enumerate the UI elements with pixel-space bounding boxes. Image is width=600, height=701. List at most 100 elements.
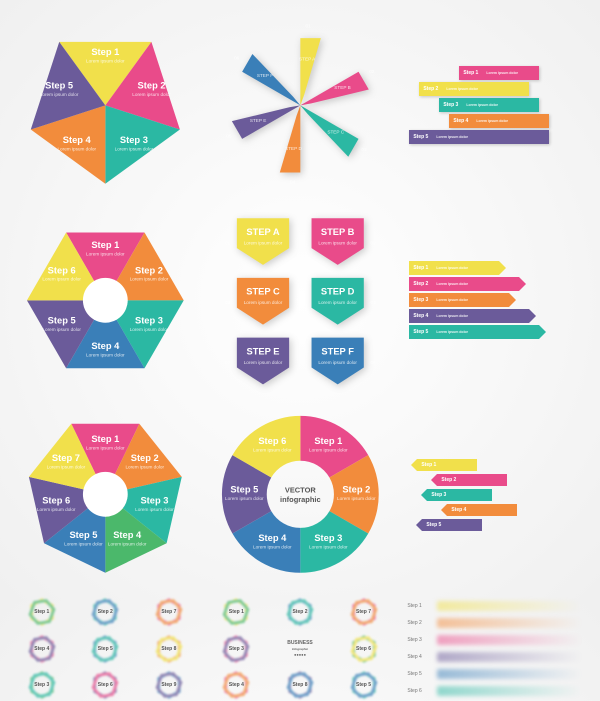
pentagon-chart: Step 1Lorem ipsum dolorStep 2Lorem ipsum… [12,12,199,199]
donut-label: Step 4 [258,533,287,543]
svg-text:01: 01 [305,23,311,28]
ribbon-bar: Step 2 [437,474,507,486]
down-arrows-chart: STEP ALorem ipsum dolor01STEP BLorem ips… [207,207,394,394]
bar-label: Step 2 [419,86,442,92]
watercolor-hex-grid: Step 1Step 2Step 7Step 4Step 5Step 8Step… [12,596,199,701]
stagger-bar: Step 3Lorem ipsum dolor [439,98,539,112]
svg-text:03: 03 [225,300,231,305]
segment-label: Step 2 [138,80,166,90]
arrow-label: STEP F [321,346,354,356]
bar-label: Step 3 [409,297,432,303]
center-label: BUSINESSinfographic●●●●● [287,640,313,658]
svg-text:04: 04 [370,300,376,305]
svg-text:01: 01 [225,240,231,245]
svg-text:Lorem ipsum dolor: Lorem ipsum dolor [130,276,169,281]
donut-chart: Step 1Lorem ipsum dolorStep 2Lorem ipsum… [207,401,394,588]
svg-text:04: 04 [290,179,296,184]
wc-label: Step 1 [34,609,49,615]
bar-label: Step 4 [409,313,432,319]
svg-text:Lorem ipsum dolor: Lorem ipsum dolor [130,327,169,332]
bar-label: Step 4 [449,118,472,124]
wc-label: Step 8 [161,646,176,652]
svg-text:05: 05 [226,134,232,139]
ribbon-bar: Step 1 [417,459,477,471]
svg-text:Lorem ipsum dolor: Lorem ipsum dolor [115,146,154,151]
watercolor-oct-grid: Step 1Step 2Step 7Step 3BUSINESSinfograp… [207,596,394,701]
wc-bar-label: Step 1 [407,603,431,609]
wc-label: Step 1 [229,609,244,615]
segment-label: Step 3 [120,135,148,145]
svg-text:05: 05 [225,359,231,364]
svg-text:Lorem ipsum dolor: Lorem ipsum dolor [309,448,348,453]
donut-label: Step 3 [314,533,342,543]
arrow-label: STEP E [246,346,279,356]
svg-text:Lorem ipsum dolor: Lorem ipsum dolor [135,507,174,512]
arrow-bar: Step 3Lorem ipsum dolor [409,293,509,307]
ribbon-label: Step 1 [421,462,436,468]
segment-label: Step 4 [113,530,142,540]
segment-label: Step 5 [45,80,73,90]
segment-label: Step 5 [69,530,97,540]
ribbon-bar: Step 4 [447,504,517,516]
blade-label: STEP F [257,73,273,78]
bar-label: Step 2 [409,281,432,287]
wc-bar-label: Step 5 [407,671,431,677]
segment-label: Step 7 [52,453,80,463]
watercolor-item: Step 2 [270,596,330,628]
segment-label: Step 3 [140,496,168,506]
svg-text:Lorem ipsum dolor: Lorem ipsum dolor [253,448,292,453]
svg-text:Lorem ipsum dolor: Lorem ipsum dolor [318,359,357,364]
watercolor-item: BUSINESSinfographic●●●●● [270,632,330,664]
blade-label: STEP D [285,146,302,151]
svg-text:Lorem ipsum dolor: Lorem ipsum dolor [42,276,81,281]
watercolor-item: Step 8 [270,669,330,701]
svg-text:Lorem ipsum dolor: Lorem ipsum dolor [132,92,171,97]
wc-label: Step 3 [229,646,244,652]
svg-text:Lorem ipsum dolor: Lorem ipsum dolor [318,300,357,305]
arrow-label: STEP C [246,286,280,296]
svg-text:Lorem ipsum dolor: Lorem ipsum dolor [253,545,292,550]
wc-label: Step 5 [356,682,371,688]
watercolor-item: Step 6 [334,632,394,664]
donut-label: Step 2 [342,485,370,495]
watercolor-item: Step 5 [76,632,136,664]
watercolor-bars: Step 1Step 2Step 3Step 4Step 5Step 6 [401,596,588,701]
arrow-bars: Step 1Lorem ipsum dolorStep 2Lorem ipsum… [401,207,588,394]
ribbon-label: Step 5 [426,522,441,528]
arrow-label: STEP D [321,286,355,296]
watercolor-item: Step 1 [12,596,72,628]
blade-label: STEP C [327,130,344,135]
watercolor-item: Step 7 [139,596,199,628]
svg-text:Lorem ipsum dolor: Lorem ipsum dolor [309,545,348,550]
svg-text:Lorem ipsum dolor: Lorem ipsum dolor [243,359,282,364]
wc-label: Step 8 [292,682,307,688]
wc-label: Step 7 [161,609,176,615]
arrow-bar: Step 2Lorem ipsum dolor [409,277,519,291]
stagger-bars: Step 1Lorem ipsum dolorStep 2Lorem ipsum… [401,12,588,199]
segment-label: Step 2 [135,265,163,275]
watercolor-item: Step 1 [207,596,267,628]
svg-text:Lorem ipsum dolor: Lorem ipsum dolor [86,251,125,256]
svg-text:Lorem ipsum dolor: Lorem ipsum dolor [40,92,79,97]
wc-label: Step 6 [356,646,371,652]
wc-bar [437,635,582,645]
svg-text:Lorem ipsum dolor: Lorem ipsum dolor [57,146,96,151]
svg-text:06: 06 [234,56,240,61]
svg-text:Lorem ipsum dolor: Lorem ipsum dolor [37,507,76,512]
wc-label: Step 2 [292,609,307,615]
segment-label: Step 2 [131,453,159,463]
ribbon-label: Step 4 [451,507,466,513]
segment-label: Step 3 [135,315,163,325]
bar-label: Step 3 [439,102,462,108]
svg-text:Lorem ipsum dolor: Lorem ipsum dolor [337,496,376,501]
wc-bar [437,652,582,662]
watercolor-item: Step 8 [139,632,199,664]
wc-bar-label: Step 2 [407,620,431,626]
svg-text:Lorem ipsum dolor: Lorem ipsum dolor [125,465,164,470]
svg-text:Lorem ipsum dolor: Lorem ipsum dolor [243,240,282,245]
heptagon-chart: Step 1Lorem ipsum dolorStep 2Lorem ipsum… [12,401,199,588]
wc-bar [437,686,582,696]
watercolor-item: Step 5 [334,669,394,701]
wc-label: Step 5 [98,646,113,652]
wc-label: Step 9 [161,682,176,688]
